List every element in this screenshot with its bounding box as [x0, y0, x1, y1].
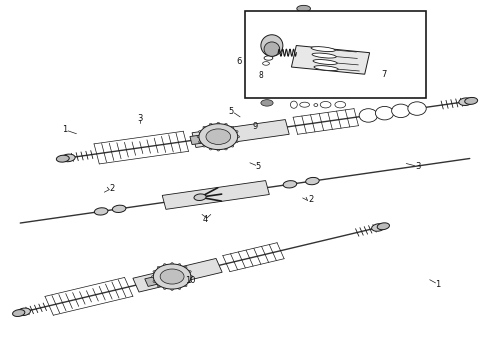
Ellipse shape	[313, 59, 337, 64]
Text: 5: 5	[256, 162, 261, 171]
Text: 9: 9	[252, 122, 257, 131]
Ellipse shape	[13, 310, 25, 316]
Ellipse shape	[157, 266, 160, 269]
Ellipse shape	[56, 155, 69, 162]
Ellipse shape	[230, 145, 234, 147]
Ellipse shape	[178, 264, 181, 266]
Ellipse shape	[164, 264, 166, 266]
Ellipse shape	[224, 147, 227, 150]
Bar	[245, 12, 426, 98]
Ellipse shape	[189, 275, 193, 278]
Text: 2: 2	[308, 195, 314, 204]
Ellipse shape	[197, 136, 201, 138]
Ellipse shape	[261, 35, 283, 56]
Text: 1: 1	[436, 280, 441, 289]
Ellipse shape	[203, 126, 206, 129]
Ellipse shape	[157, 284, 160, 287]
Text: 7: 7	[382, 70, 387, 79]
Polygon shape	[192, 120, 289, 148]
Ellipse shape	[112, 205, 126, 212]
Ellipse shape	[217, 148, 220, 151]
Ellipse shape	[188, 271, 191, 273]
Ellipse shape	[188, 280, 191, 282]
Text: 3: 3	[416, 162, 421, 171]
Text: 8: 8	[259, 71, 264, 80]
Ellipse shape	[297, 5, 311, 12]
Ellipse shape	[151, 275, 155, 278]
Ellipse shape	[283, 181, 297, 188]
Ellipse shape	[198, 131, 202, 133]
Polygon shape	[145, 273, 174, 287]
Ellipse shape	[234, 131, 238, 133]
Ellipse shape	[312, 53, 336, 58]
Ellipse shape	[311, 47, 335, 51]
Text: 2: 2	[109, 184, 115, 193]
Ellipse shape	[264, 56, 273, 60]
Ellipse shape	[17, 308, 30, 316]
Ellipse shape	[371, 224, 385, 231]
Ellipse shape	[291, 101, 297, 108]
Text: 6: 6	[236, 57, 242, 66]
Text: 3: 3	[137, 114, 143, 123]
Ellipse shape	[95, 208, 108, 215]
Ellipse shape	[160, 269, 184, 284]
Ellipse shape	[300, 102, 310, 107]
Ellipse shape	[153, 264, 191, 289]
Ellipse shape	[377, 223, 390, 230]
Ellipse shape	[320, 102, 331, 108]
Ellipse shape	[230, 126, 234, 129]
Ellipse shape	[209, 123, 212, 126]
Ellipse shape	[264, 42, 280, 56]
Ellipse shape	[199, 124, 238, 150]
Ellipse shape	[209, 147, 212, 150]
Polygon shape	[162, 181, 270, 210]
Ellipse shape	[408, 102, 426, 115]
Ellipse shape	[234, 140, 238, 143]
Ellipse shape	[459, 98, 473, 105]
Ellipse shape	[359, 109, 378, 122]
Ellipse shape	[263, 62, 270, 65]
Polygon shape	[292, 45, 369, 74]
Ellipse shape	[153, 280, 156, 282]
Ellipse shape	[465, 98, 478, 104]
Ellipse shape	[184, 266, 187, 269]
Ellipse shape	[194, 194, 206, 201]
Ellipse shape	[203, 145, 206, 147]
Ellipse shape	[335, 102, 345, 108]
Ellipse shape	[375, 107, 394, 120]
Ellipse shape	[314, 104, 318, 107]
Ellipse shape	[392, 104, 410, 118]
Ellipse shape	[261, 100, 273, 106]
Ellipse shape	[153, 271, 156, 273]
Ellipse shape	[178, 287, 181, 289]
Ellipse shape	[198, 140, 202, 143]
Text: 10: 10	[185, 276, 196, 285]
Ellipse shape	[236, 136, 240, 138]
Polygon shape	[190, 133, 220, 145]
Text: 5: 5	[229, 107, 234, 116]
Ellipse shape	[164, 287, 166, 289]
Ellipse shape	[224, 123, 227, 126]
Text: 1: 1	[63, 125, 68, 134]
Ellipse shape	[314, 66, 338, 71]
Text: 4: 4	[202, 215, 208, 224]
Polygon shape	[133, 258, 222, 292]
Ellipse shape	[61, 154, 75, 162]
Ellipse shape	[171, 263, 173, 265]
Ellipse shape	[171, 288, 173, 291]
Ellipse shape	[206, 129, 231, 144]
Ellipse shape	[217, 122, 220, 125]
Ellipse shape	[306, 177, 319, 185]
Ellipse shape	[184, 284, 187, 287]
